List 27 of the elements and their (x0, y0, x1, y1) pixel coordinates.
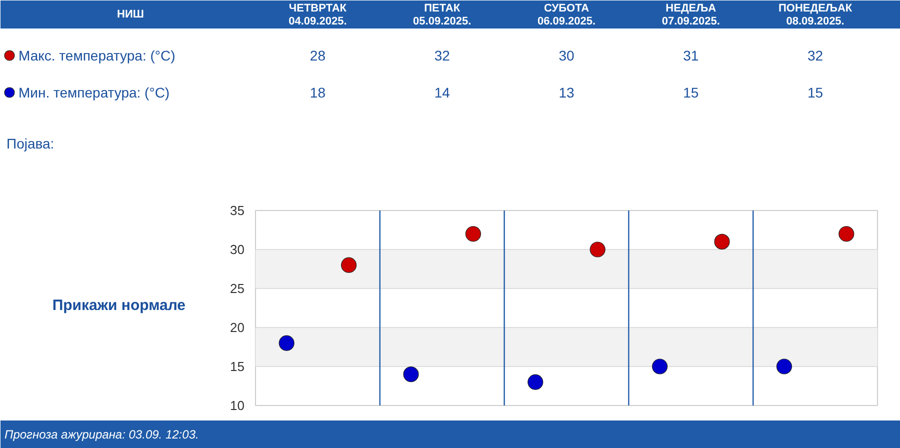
text: НИШ (117, 8, 144, 20)
category-label: ПЕТАК 05.09.2025. (413, 2, 472, 28)
y-tick-label: 30 (230, 242, 245, 257)
y-tick-label: 15 (230, 359, 245, 374)
data-label: 32 (808, 48, 824, 64)
category-label: НЕДЕЉА 07.09.2025. (662, 2, 720, 28)
y-tick-label: 25 (230, 281, 245, 296)
category-label: ЧЕТВРТАК 04.09.2025. (288, 2, 347, 28)
data-label: 31 (683, 48, 699, 64)
data-label: 15 (808, 84, 824, 100)
y-tick-label: 35 (230, 203, 245, 218)
data-label: 18 (310, 84, 326, 100)
text: Прогноза ажурирана: 03.09. 12:03. (4, 428, 199, 442)
y-tick-label: 10 (230, 398, 245, 413)
legend-label: Макс. температура: (°C) (18, 48, 176, 64)
data-label: 28 (310, 48, 326, 64)
data-label: 30 (558, 48, 574, 64)
data-label: 14 (434, 84, 450, 100)
y-tick-label: 20 (230, 320, 245, 335)
category-label: СУБОТА 06.09.2025. (537, 2, 596, 28)
data-label: 15 (683, 84, 699, 100)
legend-label: Мин. температура: (°C) (18, 84, 170, 100)
data-label: 32 (434, 48, 450, 64)
category-label: ПОНЕДЕЉАК 08.09.2025. (778, 2, 852, 28)
data-label: 13 (558, 84, 574, 100)
text: Прикажи нормале (52, 296, 186, 314)
text: Појава: (6, 136, 54, 152)
